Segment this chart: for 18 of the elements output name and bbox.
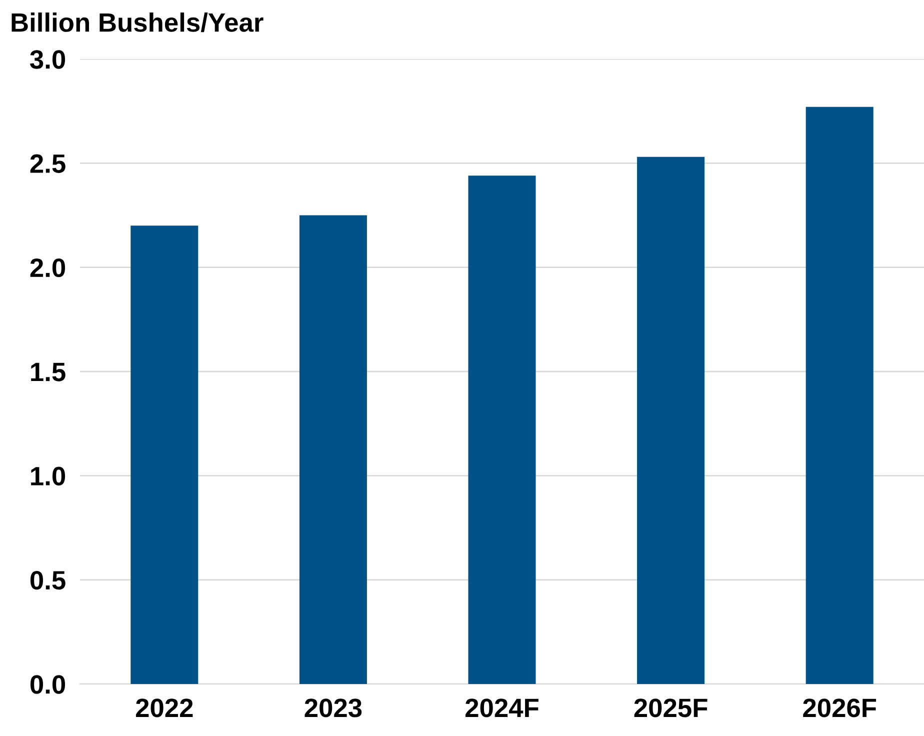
y-tick-label: 2.5 (30, 154, 66, 173)
y-tick-label: 2.0 (30, 258, 66, 278)
x-tick-label: 2025F (634, 698, 708, 718)
bar (637, 156, 705, 684)
x-tick-label: 2026F (803, 698, 876, 718)
bar (130, 226, 198, 684)
bar (299, 215, 367, 684)
bar (806, 106, 874, 684)
x-tick-label: 2022 (136, 698, 193, 718)
x-tick-label: 2024F (466, 698, 538, 718)
y-tick-label: 3.0 (30, 50, 66, 69)
y-tick-label: 0.0 (30, 675, 66, 694)
x-tick-label: 2023 (304, 698, 362, 718)
y-tick-label: 1.5 (31, 362, 66, 382)
y-tick-label: 1.0 (31, 466, 66, 486)
bar (468, 176, 536, 684)
y-axis-title: Billion Bushels/Year (12, 12, 264, 32)
y-tick-label: 0.5 (30, 570, 66, 590)
